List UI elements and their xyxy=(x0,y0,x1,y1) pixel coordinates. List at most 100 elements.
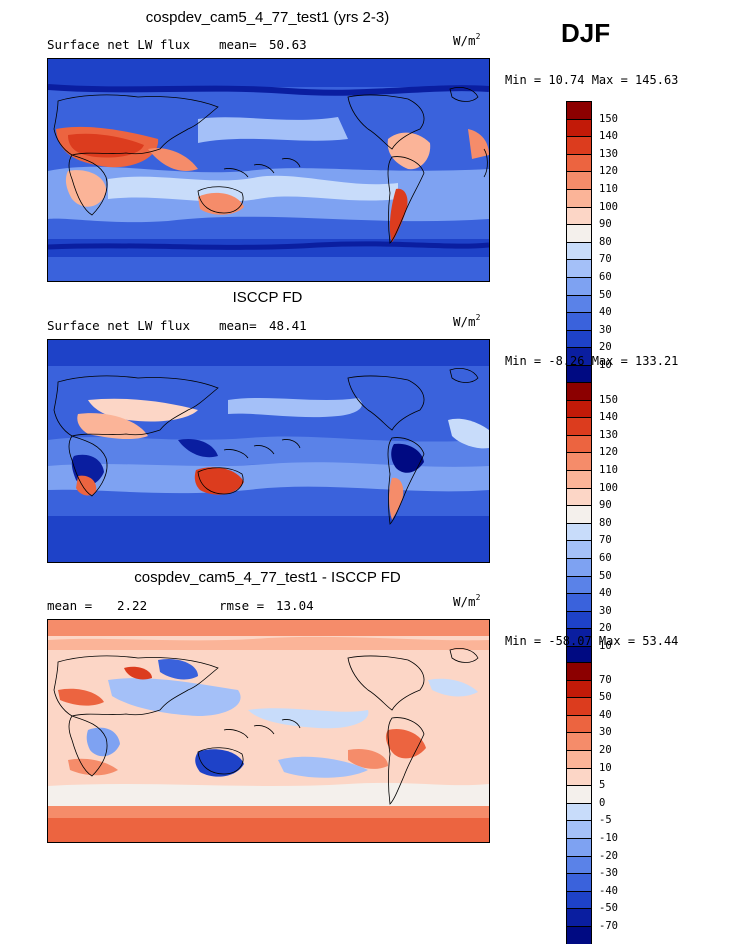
colorbar-3-box xyxy=(566,873,592,891)
colorbar-2: 150 140 130 120 110 100 90 80 70 60 50 4… xyxy=(566,382,618,664)
colorbar-2-tick: 50 xyxy=(599,569,612,582)
panel-2-mean-label: mean= xyxy=(219,318,257,333)
colorbar-1-tick: 20 xyxy=(599,341,612,354)
colorbar-1-box xyxy=(566,259,592,277)
colorbar-3-box xyxy=(566,855,592,874)
colorbar-2-tick: 140 xyxy=(599,411,618,424)
colorbar-2-box xyxy=(566,382,592,400)
colorbar-1-box xyxy=(566,206,592,225)
colorbar-2-tick: 70 xyxy=(599,534,612,547)
colorbar-1-tick: 30 xyxy=(599,323,612,336)
colorbar-1-box xyxy=(566,294,592,313)
map-panel-2 xyxy=(47,339,490,563)
colorbar-2-box xyxy=(566,645,592,664)
panel-2-mean-value: 48.41 xyxy=(269,318,307,333)
colorbar-3-tick: 70 xyxy=(599,673,612,686)
map-panel-2-field xyxy=(48,340,489,562)
colorbar-3-tick: 5 xyxy=(599,779,606,792)
colorbar-2-box xyxy=(566,628,592,646)
colorbar-1-tick: 60 xyxy=(599,271,612,283)
colorbar-1-tick: 150 xyxy=(599,112,618,125)
colorbar-3-tick: -30 xyxy=(599,867,618,880)
colorbar-3-box xyxy=(566,820,592,838)
panel-3-units: W/m2 xyxy=(453,593,481,609)
colorbar-1: 150 140 130 120 110 100 90 80 70 60 50 4… xyxy=(566,101,618,383)
panel-1-title: cospdev_cam5_4_77_test1 (yrs 2-3) xyxy=(145,9,390,26)
season-label: DJF xyxy=(561,18,611,48)
colorbar-1-tick: 50 xyxy=(599,288,612,301)
colorbar-2-tick: 100 xyxy=(599,481,618,494)
colorbar-2-tick: 10 xyxy=(599,640,612,652)
colorbar-1-tick: 130 xyxy=(599,147,618,160)
colorbar-2-tick: 20 xyxy=(599,622,612,635)
colorbar-1-tick: 70 xyxy=(599,253,612,266)
colorbar-1-box xyxy=(566,136,592,154)
colorbar-1-box xyxy=(566,329,592,348)
colorbar-3-tick: -50 xyxy=(599,902,618,915)
colorbar-1-tick: 90 xyxy=(599,218,612,231)
colorbar-2-tick: 150 xyxy=(599,393,618,406)
colorbar-3-box xyxy=(566,697,592,715)
map-panel-3 xyxy=(47,619,490,843)
colorbar-1-box xyxy=(566,153,592,172)
colorbar-2-box xyxy=(566,452,592,470)
colorbar-1-box xyxy=(566,118,592,137)
colorbar-2-tick: 80 xyxy=(599,516,612,529)
map-panel-1 xyxy=(47,58,490,282)
colorbar-1-tick: 100 xyxy=(599,200,618,213)
colorbar-3-box xyxy=(566,662,592,680)
colorbar-3-tick: 50 xyxy=(599,691,612,704)
panel-1-mean-value: 50.63 xyxy=(269,37,307,52)
colorbar-1-box xyxy=(566,101,592,119)
colorbar-1-box xyxy=(566,171,592,189)
colorbar-2-box xyxy=(566,522,592,541)
colorbar-2-box xyxy=(566,469,592,488)
colorbar-3-box xyxy=(566,767,592,786)
colorbar-2-tick: 110 xyxy=(599,464,618,476)
colorbar-2-box xyxy=(566,399,592,418)
colorbar-2-box xyxy=(566,557,592,576)
colorbar-2-tick: 90 xyxy=(599,499,612,512)
panel-1-mean-label: mean= xyxy=(219,37,257,52)
colorbar-1-tick: 80 xyxy=(599,235,612,248)
panel-2-variable: Surface net LW flux xyxy=(47,318,190,333)
colorbar-3: 70 50 40 30 20 10 5 0 -5 -10 -20 -30 -40… xyxy=(566,662,618,944)
colorbar-3-tick: 10 xyxy=(599,761,612,774)
colorbar-2-box xyxy=(566,575,592,594)
colorbar-3-box xyxy=(566,714,592,733)
panel-2-title: ISCCP FD xyxy=(232,289,303,306)
colorbar-1-box xyxy=(566,347,592,365)
colorbar-1-tick: 10 xyxy=(599,359,612,371)
colorbar-3-tick: 20 xyxy=(599,744,612,756)
colorbar-1-box xyxy=(566,276,592,295)
colorbar-2-tick: 40 xyxy=(599,587,612,600)
colorbar-3-box xyxy=(566,908,592,926)
panel-2-minmax: Min = -8.26 Max = 133.21 xyxy=(505,354,679,368)
panel-3-mean-value: 2.22 xyxy=(117,598,148,613)
colorbar-2-box xyxy=(566,417,592,435)
colorbar-2-box xyxy=(566,540,592,558)
colorbar-2-box xyxy=(566,610,592,629)
panel-1-units: W/m2 xyxy=(453,32,481,48)
panel-3-rmse-label: rmse = xyxy=(219,598,265,613)
panel-3-rmse-value: 13.04 xyxy=(276,598,314,613)
colorbar-2-box xyxy=(566,487,592,506)
panel-3-mean-label: mean = xyxy=(47,598,93,613)
colorbar-1-box xyxy=(566,224,592,242)
colorbar-3-tick: -40 xyxy=(599,884,618,897)
colorbar-2-tick: 120 xyxy=(599,446,618,459)
panel-3-minmax: Min = -58.07 Max = 53.44 xyxy=(505,634,679,648)
colorbar-3-tick: 40 xyxy=(599,708,612,721)
colorbar-3-box xyxy=(566,679,592,698)
colorbar-3-box xyxy=(566,890,592,909)
colorbar-1-tick: 140 xyxy=(599,130,618,143)
colorbar-1-tick: 110 xyxy=(599,183,618,195)
colorbar-1-tick: 40 xyxy=(599,306,612,319)
colorbar-3-box xyxy=(566,749,592,768)
colorbar-3-tick: 30 xyxy=(599,726,612,739)
panel-2-units: W/m2 xyxy=(453,313,481,329)
map-panel-3-field xyxy=(48,620,489,842)
colorbar-1-box xyxy=(566,312,592,330)
colorbar-1-box xyxy=(566,188,592,207)
colorbar-2-tick: 60 xyxy=(599,552,612,564)
